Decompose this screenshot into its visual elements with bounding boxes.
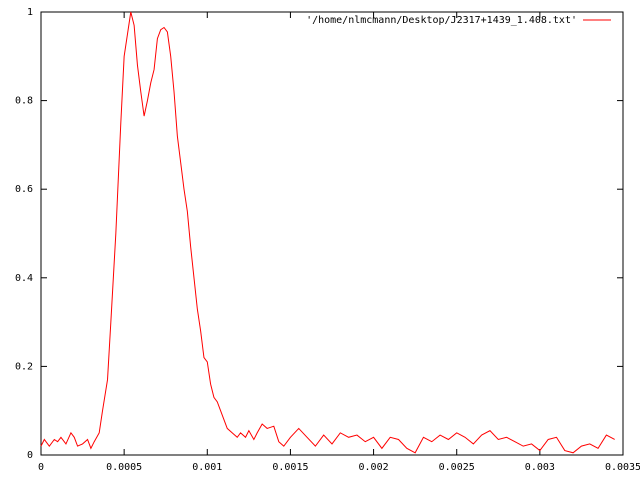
data-line: [40, 11, 615, 454]
legend-label: '/home/nlmcmann/Desktop/J2317+1439_1.408…: [306, 15, 577, 26]
x-tick-label: 0.002: [359, 462, 389, 473]
x-tick-label: 0.0005: [106, 462, 142, 473]
x-tick-label: 0.003: [525, 462, 555, 473]
x-tick-label: 0.0015: [272, 462, 308, 473]
y-tick-label: 0.6: [15, 184, 33, 195]
y-tick-label: 0.8: [15, 96, 33, 107]
y-tick-label: 0.2: [15, 361, 33, 372]
x-tick-label: 0.001: [192, 462, 222, 473]
x-tick-label: 0.0025: [439, 462, 475, 473]
x-tick-label: 0.0035: [605, 462, 640, 473]
plot-frame: [40, 11, 624, 456]
x-tick-label: 0: [38, 462, 44, 473]
y-tick-label: 1: [27, 7, 33, 18]
y-tick-label: 0: [27, 450, 33, 461]
y-tick-label: 0.4: [15, 273, 33, 284]
